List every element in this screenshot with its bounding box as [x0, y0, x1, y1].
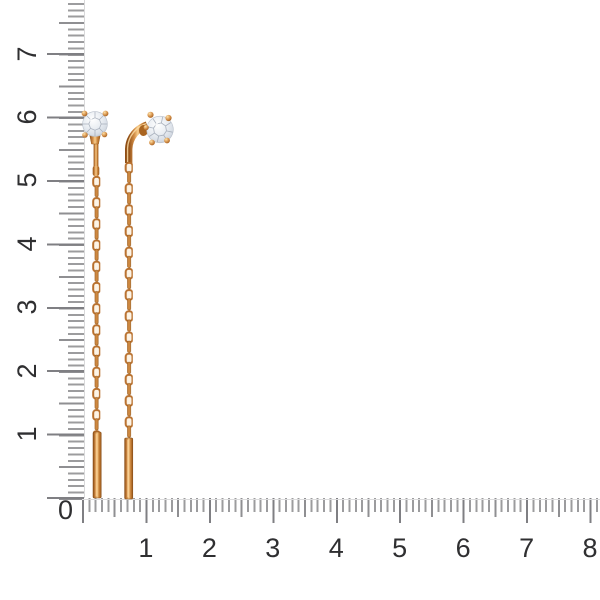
horizontal-ruler-label-6: 6: [455, 532, 471, 563]
horizontal-ruler-label-3: 3: [265, 532, 281, 563]
left-earring-prongs: [81, 110, 109, 138]
right-earring-prongs: [143, 111, 172, 146]
ruler-origin-label: 0: [57, 494, 74, 525]
left-earring-post: [93, 140, 99, 170]
horizontal-ruler-label-4: 4: [328, 532, 344, 563]
horizontal-ruler-label-1: 1: [138, 532, 154, 563]
horizontal-ruler-label-7: 7: [519, 532, 535, 563]
right-earring-bar-highlight: [127, 440, 129, 497]
right-earring: [124, 111, 176, 500]
left-earring-chain: [92, 176, 101, 432]
horizontal-ruler-label-8: 8: [582, 532, 598, 563]
horizontal-ruler-label-5: 5: [392, 532, 408, 563]
left-earring: [81, 110, 109, 499]
left-earring-post-tip: [92, 166, 100, 176]
left-earring-bar-highlight: [95, 434, 98, 496]
right-earring-chain: [124, 162, 133, 438]
right-earring-post-highlight: [126, 122, 147, 162]
horizontal-ruler-label-2: 2: [201, 532, 217, 563]
